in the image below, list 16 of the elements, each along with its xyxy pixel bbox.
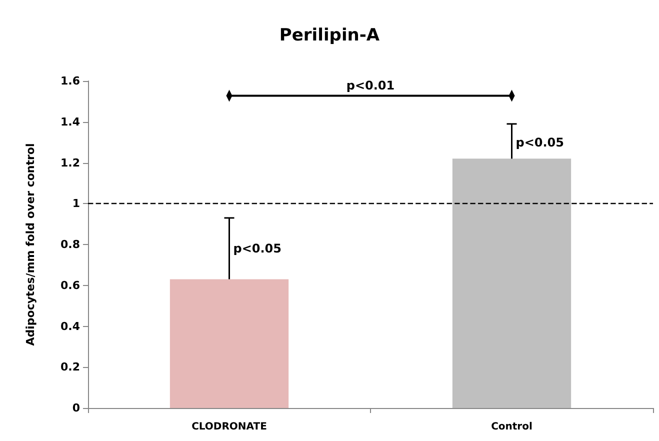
y-tick-label: 0 xyxy=(72,402,80,414)
y-tick-label: 1.6 xyxy=(60,74,80,88)
annotation: p<0.05 xyxy=(233,242,282,256)
annotation: p<0.01 xyxy=(346,78,395,93)
y-tick-label: 1 xyxy=(72,197,80,210)
annotation: p<0.05 xyxy=(516,135,564,150)
y-tick-label: 1.4 xyxy=(60,115,80,128)
y-tick-label: 0.2 xyxy=(60,360,80,374)
y-axis-title: Adipocytes/mm fold over control xyxy=(24,143,37,346)
y-tick-label: 0.4 xyxy=(60,320,80,333)
x-tick-label: CLODRONATE xyxy=(192,422,268,432)
chart-title: Perilipin-A xyxy=(279,26,380,46)
y-tick-label: 1.2 xyxy=(60,156,80,170)
x-tick-label: Control xyxy=(491,422,532,432)
y-tick-label: 0.8 xyxy=(60,238,80,251)
y-tick-label: 0.6 xyxy=(60,278,80,292)
